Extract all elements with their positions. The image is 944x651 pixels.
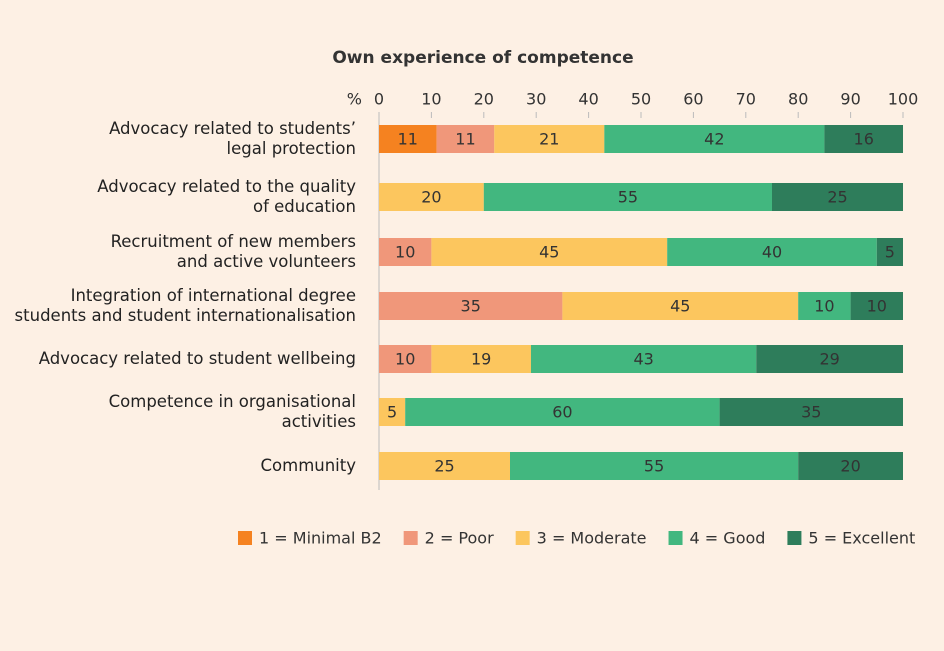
x-tick-label: 30 xyxy=(526,90,546,109)
data-label: 55 xyxy=(618,188,638,207)
data-label: 16 xyxy=(854,130,874,149)
category-label: Advocacy related to students’ legal prot… xyxy=(109,119,356,158)
bar-segment xyxy=(436,125,495,153)
bar-segment xyxy=(876,238,903,266)
x-tick-label: 90 xyxy=(840,90,860,109)
bar-segment xyxy=(530,345,757,373)
bar-segment xyxy=(431,238,668,266)
legend-swatch xyxy=(787,531,802,545)
data-label: 60 xyxy=(552,403,572,422)
category-label: Community xyxy=(260,456,357,475)
bar-segment xyxy=(719,398,903,426)
category-label: Competence in organisational activities xyxy=(108,392,356,431)
data-label: 5 xyxy=(387,403,397,422)
data-label: 10 xyxy=(395,350,415,369)
data-label: 11 xyxy=(455,130,475,149)
legend-label: 4 = Good xyxy=(690,529,766,548)
x-tick-label: 50 xyxy=(631,90,651,109)
data-label: 35 xyxy=(801,403,821,422)
data-label: 45 xyxy=(539,243,559,262)
bar-segment xyxy=(562,292,799,320)
bar-segment xyxy=(483,183,772,211)
category-label: Recruitment of new members and active vo… xyxy=(110,232,356,271)
category-label: Advocacy related to the quality of educa… xyxy=(97,177,356,216)
data-label: 10 xyxy=(814,297,834,316)
data-label: 25 xyxy=(434,457,454,476)
bar-segment xyxy=(798,452,903,480)
bar-segment xyxy=(379,183,484,211)
data-label: 35 xyxy=(461,297,481,316)
bar-segment xyxy=(379,238,432,266)
category-label: Integration of international degree stud… xyxy=(14,286,356,325)
bar-segment xyxy=(379,398,406,426)
bar-segment xyxy=(405,398,720,426)
bar-segment xyxy=(667,238,877,266)
x-tick-label: 20 xyxy=(474,90,494,109)
bar-segment xyxy=(798,292,851,320)
legend-swatch xyxy=(668,531,683,545)
bar-segment xyxy=(772,183,903,211)
bar-segment xyxy=(756,345,903,373)
bar-segment xyxy=(510,452,799,480)
data-label: 43 xyxy=(633,350,653,369)
bar-segment xyxy=(494,125,605,153)
x-tick-label: 0 xyxy=(374,90,384,109)
legend-swatch xyxy=(403,531,418,545)
x-tick-label: 60 xyxy=(683,90,703,109)
bar-segment xyxy=(431,345,531,373)
legend-swatch xyxy=(515,531,530,545)
x-tick-label: 80 xyxy=(788,90,808,109)
x-axis-label: % xyxy=(347,90,362,109)
legend-label: 3 = Moderate xyxy=(537,529,647,548)
data-label: 10 xyxy=(395,243,415,262)
bar-segment xyxy=(379,452,510,480)
legend-label: 1 = Minimal B2 xyxy=(259,529,382,548)
legend-label: 2 = Poor xyxy=(425,529,494,548)
data-label: 25 xyxy=(827,188,847,207)
bar-segment xyxy=(850,292,903,320)
data-label: 20 xyxy=(421,188,441,207)
bar-segment xyxy=(379,345,432,373)
bar-segment xyxy=(379,125,437,153)
data-label: 45 xyxy=(670,297,690,316)
data-label: 11 xyxy=(398,130,418,149)
x-tick-label: 40 xyxy=(578,90,598,109)
bar-segment xyxy=(824,125,903,153)
data-label: 42 xyxy=(704,130,724,149)
x-tick-label: 100 xyxy=(888,90,919,109)
data-label: 55 xyxy=(644,457,664,476)
data-label: 21 xyxy=(539,130,559,149)
data-label: 10 xyxy=(867,297,887,316)
data-label: 29 xyxy=(819,350,839,369)
x-tick-label: 70 xyxy=(736,90,756,109)
data-label: 5 xyxy=(885,243,895,262)
legend-swatch xyxy=(238,531,252,545)
data-label: 20 xyxy=(840,457,860,476)
x-tick-label: 10 xyxy=(421,90,441,109)
data-label: 40 xyxy=(762,243,782,262)
chart-title: Own experience of competence xyxy=(332,48,633,68)
bar-segment xyxy=(604,125,825,153)
legend-label: 5 = Excellent xyxy=(808,529,915,548)
category-label: Advocacy related to student wellbeing xyxy=(38,349,356,368)
bar-segment xyxy=(379,292,563,320)
data-label: 19 xyxy=(471,350,491,369)
